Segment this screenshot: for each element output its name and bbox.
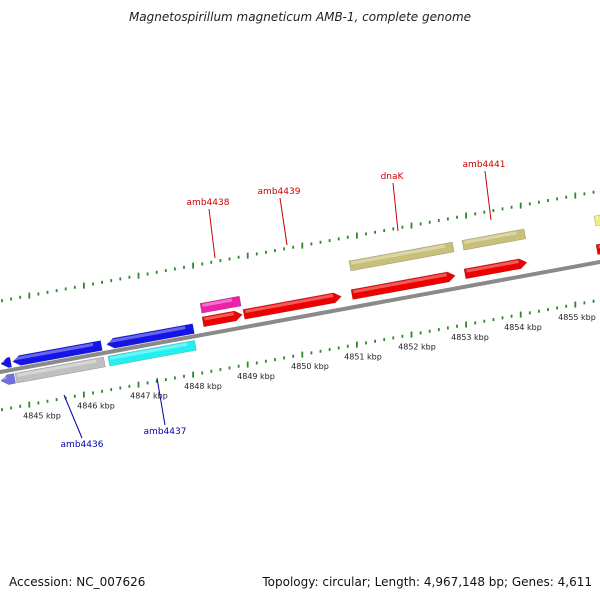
gene-blue-b <box>106 323 195 349</box>
map-title: Magnetospirillum magneticum AMB-1, compl… <box>128 10 472 24</box>
kbp-label: 4853 kbp <box>451 333 489 342</box>
kbp-label: 4851 kbp <box>344 352 382 361</box>
kbp-label: 4855 kbp <box>558 313 596 322</box>
gene-label: amb4439 <box>258 187 301 197</box>
topology-text: Topology: circular; Length: 4,967,148 bp… <box>262 575 592 589</box>
gene-label: amb4441 <box>463 160 506 170</box>
gene-yellow-edge <box>593 214 600 227</box>
gene-red-a <box>201 310 243 328</box>
kbp-label: 4846 kbp <box>77 401 115 410</box>
gene-label: dnaK <box>381 172 405 182</box>
label-leader <box>156 377 166 426</box>
gene-amb4441 <box>463 258 528 280</box>
kbp-label: 4849 kbp <box>237 372 275 381</box>
label-leader <box>208 208 216 259</box>
label-leader <box>484 170 492 221</box>
gene-label: amb4437 <box>144 427 187 437</box>
gene-labels: 4845 kbp 4846 kbp 4847 kbp 4848 kbp 4849 kbp… <box>23 160 596 450</box>
gene-slate-edge <box>0 373 16 385</box>
tick-marks <box>1 190 595 412</box>
accession-text: Accession: NC_007626 <box>9 575 146 589</box>
kbp-label: 4854 kbp <box>504 323 542 332</box>
gene-blue-edge <box>0 356 12 368</box>
gene-label: amb4436 <box>61 440 104 450</box>
gene-khaki-a <box>348 241 455 272</box>
gene-label: amb4438 <box>187 198 230 208</box>
gene-amb4438-top <box>199 295 242 314</box>
gene-blue-a <box>12 340 103 366</box>
gene-khaki-b <box>461 228 527 251</box>
kbp-label: 4847 kbp <box>130 392 168 401</box>
label-leader <box>392 182 399 232</box>
label-leader <box>279 197 288 246</box>
genome-backbone <box>0 260 600 374</box>
gene-features <box>0 214 600 385</box>
kbp-label: 4845 kbp <box>23 411 61 420</box>
gene-amb4439 <box>242 292 342 320</box>
label-leader <box>63 394 83 439</box>
gene-amb4436 <box>14 356 106 384</box>
gene-amb4437 <box>107 339 197 367</box>
kbp-label: 4848 kbp <box>184 382 222 391</box>
kbp-label: 4850 kbp <box>291 362 329 371</box>
gene-red-edge <box>595 243 600 255</box>
gene-dnaK <box>350 271 456 300</box>
kbp-label: 4852 kbp <box>398 343 436 352</box>
